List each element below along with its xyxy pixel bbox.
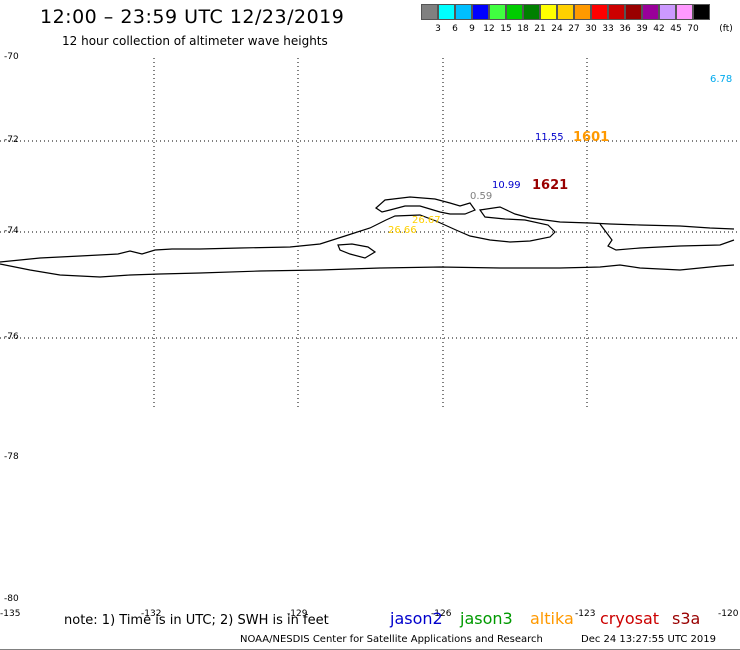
color-scale-tick: 42 [653,24,665,34]
obs-value: 26.67 [412,215,441,226]
obs-value: 11.55 [535,132,564,143]
legend-cryosat: cryosat [600,609,660,628]
coastline [0,196,735,278]
color-scale-swatch [642,4,659,20]
color-scale-swatch [540,4,557,20]
lat-label-74: -74 [4,226,19,236]
color-scale-swatch [523,4,540,20]
obs-value: 10.99 [492,180,521,191]
color-scale-swatch [676,4,693,20]
lat-label-78: -78 [4,452,19,462]
color-scale-swatch [421,4,438,20]
color-scale-tick: 27 [568,24,580,34]
color-scale-tick: 21 [534,24,546,34]
color-scale-swatch [557,4,574,20]
color-scale-swatch [506,4,523,20]
lon-label-132: -132 [141,609,162,619]
color-scale-tick: 3 [435,24,441,34]
lon-label-123: -123 [575,609,596,619]
color-scale-swatch [574,4,591,20]
color-scale-swatch [591,4,608,20]
lon-label-129: -129 [287,609,308,619]
color-scale-tick: 12 [483,24,495,34]
lat-label-70: -70 [4,52,19,62]
legend-jason3: jason3 [460,609,513,628]
lat-label-76: -76 [4,332,19,342]
coastline-east [599,223,735,251]
color-scale-tick: 36 [619,24,631,34]
color-scale-tick: 6 [452,24,458,34]
footer-timestamp: Dec 24 13:27:55 UTC 2019 [581,634,716,645]
color-scale-tick: 70 [687,24,699,34]
map-subtitle: 12 hour collection of altimeter wave hei… [62,34,328,48]
obs-value: 26.66 [388,225,417,236]
color-scale-swatch [489,4,506,20]
color-scale-swatch [455,4,472,20]
color-scale-tick: 18 [517,24,529,34]
color-scale-tick: 15 [500,24,512,34]
color-scale-swatch [608,4,625,20]
color-scale-tick: 9 [469,24,475,34]
color-scale-tick: 45 [670,24,682,34]
lat-label-72: -72 [4,135,19,145]
coastline-upper-ice [375,196,476,215]
coastline-inner [337,243,377,259]
color-scale-swatch [438,4,455,20]
coastline-main [0,263,735,278]
lon-label-126: -126 [431,609,452,619]
coastline-ice-shelf-front [0,206,735,263]
map-title: 12:00 – 23:59 UTC 12/23/2019 [40,6,345,28]
color-scale-tick: 30 [585,24,597,34]
color-scale-swatch [659,4,676,20]
footer-note: note: 1) Time is in UTC; 2) SWH is in fe… [64,613,329,628]
legend-s3a: s3a [672,609,701,628]
lat-label-80: -80 [4,594,19,604]
obs-value: 0.59 [470,191,493,202]
color-scale-unit: (ft) [719,24,733,34]
color-scale-swatch [472,4,489,20]
color-scale-tick: 24 [551,24,563,34]
color-scale [421,4,710,20]
lon-label-120: -120 [718,609,739,619]
footer-credit: NOAA/NESDIS Center for Satellite Applica… [240,634,543,645]
obs-value: 6.78 [710,74,733,85]
obs-value: 1601 [573,130,610,145]
legend-altika: altika [530,609,574,628]
grid [0,58,740,408]
color-scale-swatch [625,4,642,20]
color-scale-tick: 39 [636,24,648,34]
color-scale-tick: 33 [602,24,614,34]
color-scale-swatch [693,4,710,20]
obs-value: 1621 [532,178,569,193]
legend-jason2: jason2 [390,609,443,628]
lon-label-135: -135 [0,609,21,619]
